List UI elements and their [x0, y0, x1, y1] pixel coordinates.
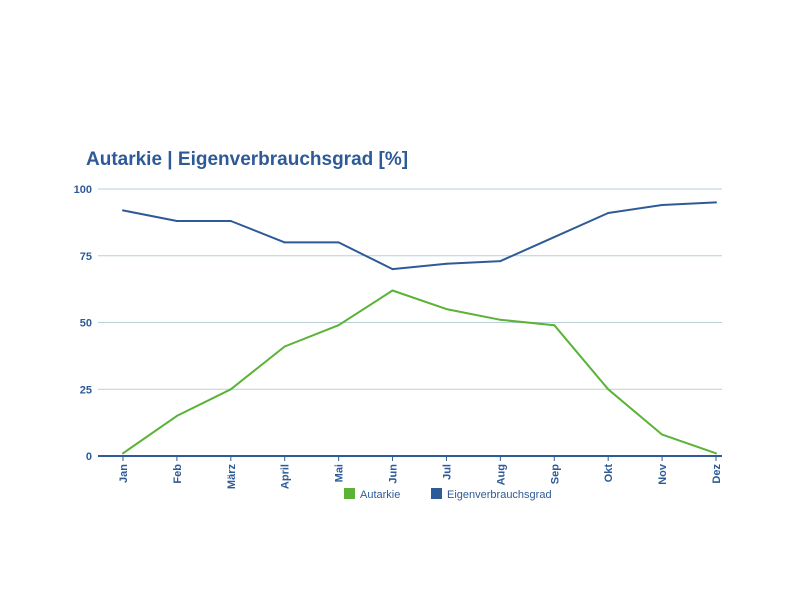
- data-point-autarkie: [229, 388, 232, 391]
- data-point-eigenverbrauchsgrad: [229, 220, 232, 223]
- data-point-eigenverbrauchsgrad: [607, 212, 610, 215]
- x-tick-label: Mai: [334, 464, 346, 482]
- data-point-eigenverbrauchsgrad: [283, 241, 286, 244]
- x-tick-label: Jun: [388, 464, 400, 484]
- x-tick-label: Feb: [172, 464, 184, 484]
- series-lines: [122, 201, 717, 455]
- data-point-autarkie: [337, 324, 340, 327]
- x-axis-ticks: Jan Feb März April Mai Jun Jul Aug Sep Okt Nov Dez: [118, 456, 723, 489]
- data-point-eigenverbrauchsgrad: [715, 201, 717, 204]
- legend-swatch-autarkie: [344, 488, 355, 499]
- data-point-autarkie: [175, 414, 178, 417]
- data-point-eigenverbrauchsgrad: [122, 209, 124, 212]
- data-point-autarkie: [715, 452, 717, 455]
- data-point-eigenverbrauchsgrad: [337, 241, 340, 244]
- data-point-autarkie: [499, 318, 502, 321]
- data-point-autarkie: [553, 324, 556, 327]
- y-tick-label: 75: [80, 251, 92, 263]
- series-line-autarkie: [122, 289, 717, 455]
- x-tick-label: Jan: [118, 464, 130, 483]
- legend-swatch-eigenverbrauchsgrad: [431, 488, 442, 499]
- data-point-eigenverbrauchsgrad: [661, 204, 664, 207]
- data-point-autarkie: [661, 433, 664, 436]
- series-line-eigenverbrauchsgrad: [122, 201, 717, 271]
- legend-label-eigenverbrauchsgrad: Eigenverbrauchsgrad: [447, 489, 552, 501]
- legend: Autarkie Eigenverbrauchsgrad: [344, 488, 552, 501]
- data-point-autarkie: [391, 289, 394, 292]
- data-point-eigenverbrauchsgrad: [175, 220, 178, 223]
- data-point-autarkie: [283, 345, 286, 348]
- y-tick-label: 0: [86, 451, 92, 463]
- x-tick-label: Dez: [711, 464, 723, 484]
- data-point-eigenverbrauchsgrad: [499, 260, 502, 263]
- legend-label-autarkie: Autarkie: [360, 489, 400, 501]
- x-tick-label: April: [280, 464, 292, 489]
- y-tick-label: 100: [74, 184, 92, 196]
- data-point-autarkie: [122, 452, 124, 455]
- grid-lines: [98, 188, 722, 457]
- data-point-eigenverbrauchsgrad: [391, 268, 394, 271]
- x-tick-label: Aug: [495, 464, 507, 485]
- data-point-autarkie: [607, 388, 610, 391]
- x-tick-label: Jul: [441, 464, 453, 480]
- x-tick-label: Sep: [549, 464, 561, 484]
- data-point-autarkie: [445, 308, 448, 311]
- y-tick-label: 25: [80, 384, 92, 396]
- data-point-eigenverbrauchsgrad: [445, 262, 448, 265]
- chart-title: Autarkie | Eigenverbrauchsgrad [%]: [86, 149, 408, 170]
- data-point-eigenverbrauchsgrad: [553, 236, 556, 239]
- x-tick-label: Okt: [603, 464, 615, 483]
- x-tick-label: Nov: [657, 463, 669, 485]
- y-axis-ticks: 0 25 50 75 100: [74, 184, 92, 463]
- y-tick-label: 50: [80, 318, 92, 330]
- x-tick-label: März: [226, 464, 238, 490]
